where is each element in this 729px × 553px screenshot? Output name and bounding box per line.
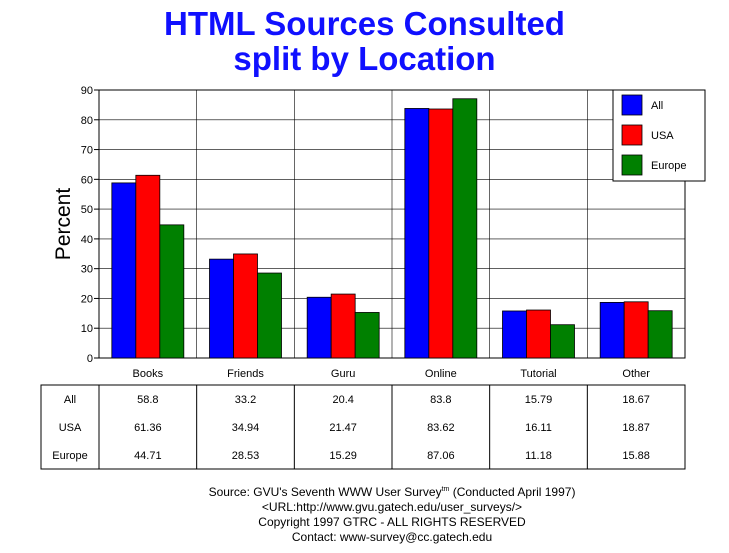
bar (306, 296, 332, 359)
x-tick-label: Friends (227, 368, 264, 380)
x-tick-label: Tutorial (520, 368, 556, 380)
data-table-cell: 83.8 (430, 394, 451, 406)
data-table-cell: 34.94 (232, 422, 260, 434)
data-table-cell: 28.53 (232, 450, 260, 462)
bar (452, 98, 478, 359)
data-table-cell: 87.06 (427, 450, 455, 462)
data-table-cell: 15.79 (525, 394, 553, 406)
data-table-cell: 16.11 (525, 422, 552, 434)
data-table-cell: 15.29 (329, 450, 357, 462)
footer-copyright: Copyright 1997 GTRC - ALL RIGHTS RESERVE… (258, 515, 526, 529)
bar (428, 108, 454, 359)
legend-label: All (651, 100, 663, 112)
footer-contact: Contact: www-survey@cc.gatech.edu (291, 530, 493, 544)
data-table-cell: 18.67 (622, 394, 650, 406)
bar (526, 309, 551, 359)
data-table-row-header: All (64, 394, 76, 406)
bar (111, 182, 137, 359)
y-tick-label: 10 (81, 323, 93, 335)
bar (159, 224, 185, 359)
bar (550, 324, 575, 359)
bar (257, 272, 282, 359)
y-tick-label: 0 (87, 353, 93, 365)
data-table-cell: 20.4 (332, 394, 353, 406)
footer-url: <URL:http://www.gvu.gatech.edu/user_surv… (261, 500, 523, 514)
bar (354, 312, 380, 359)
chart-title-line-2: split by Location (233, 40, 496, 77)
legend-swatch (621, 94, 643, 116)
bar-chart: 0 10 20 30 40 50 60 70 80 90 Books Friends Guru Onlin… (40, 85, 706, 470)
legend-swatch (621, 154, 643, 176)
footer-source: Source: GVU's Seventh WWW User Surveytm … (0, 482, 729, 500)
bar (623, 301, 649, 359)
y-tick-label: 80 (81, 115, 93, 127)
data-table-cell: 21.47 (329, 422, 357, 434)
x-tick-label: Online (425, 368, 457, 380)
data-table-row-header: USA (59, 422, 82, 434)
chart-title: HTML Sources Consulted split by Location (0, 6, 729, 76)
data-table-cell: 58.8 (137, 394, 158, 406)
data-table-cell: 44.71 (134, 450, 162, 462)
footer: Source: GVU's Seventh WWW User Surveytm … (0, 482, 729, 545)
data-table-cell: 33.2 (235, 394, 256, 406)
bar (135, 174, 161, 359)
bar (330, 293, 356, 359)
legend-label: Europe (651, 160, 686, 172)
data-table-cell: 15.88 (622, 450, 650, 462)
bar (404, 108, 430, 359)
data-table-cell: 61.36 (134, 422, 162, 434)
y-tick-label: 90 (81, 85, 93, 97)
data-table-cell: 83.62 (427, 422, 455, 434)
legend-swatch (621, 124, 643, 146)
footer-source-prefix: Source: GVU's Seventh WWW User Survey (208, 485, 442, 499)
legend-label: USA (651, 130, 674, 142)
y-axis-label: Percent (52, 188, 75, 261)
y-tick-label: 20 (81, 293, 93, 305)
footer-source-suffix: (Conducted April 1997) (449, 485, 576, 499)
bar (647, 310, 673, 359)
data-table-cell: 11.18 (525, 450, 552, 462)
data-table-cell: 18.87 (622, 422, 650, 434)
y-tick-label: 70 (81, 145, 93, 157)
bar (502, 310, 527, 359)
y-tick-label: 50 (81, 204, 93, 216)
bar (599, 302, 625, 359)
footer-source-tm: tm (441, 486, 450, 493)
x-tick-label: Books (133, 368, 164, 380)
y-tick-label: 40 (81, 234, 93, 246)
bar (209, 258, 234, 359)
x-tick-label: Other (622, 368, 650, 380)
data-table-row-header: Europe (52, 450, 87, 462)
x-tick-label: Guru (331, 368, 355, 380)
plot-frame (98, 89, 686, 359)
y-tick-label: 60 (81, 174, 93, 186)
y-tick-label: 30 (81, 264, 93, 276)
bar (233, 253, 258, 359)
chart-title-line-1: HTML Sources Consulted (164, 5, 565, 42)
